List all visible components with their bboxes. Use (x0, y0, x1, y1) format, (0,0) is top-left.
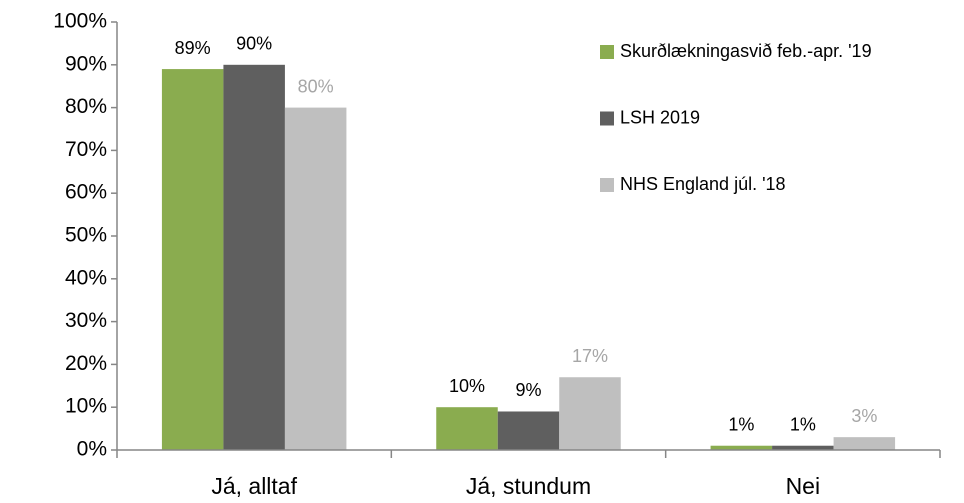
y-tick-label: 50% (65, 224, 107, 247)
value-label: 3% (851, 406, 877, 426)
value-label: 1% (728, 414, 754, 434)
legend-label: NHS England júl. '18 (620, 174, 786, 194)
value-label: 89% (175, 38, 211, 58)
legend-swatch (600, 178, 614, 192)
y-tick-label: 10% (65, 395, 107, 418)
y-tick-label: 20% (65, 352, 107, 375)
value-label: 10% (449, 376, 485, 396)
y-tick-label: 70% (65, 138, 107, 161)
value-label: 17% (572, 346, 608, 366)
y-tick-label: 40% (65, 266, 107, 289)
value-label: 1% (790, 414, 816, 434)
bar (161, 69, 224, 450)
y-tick-label: 60% (65, 181, 107, 204)
bar (497, 411, 560, 450)
value-label: 80% (298, 76, 334, 96)
value-label: 90% (236, 34, 272, 54)
bar (833, 437, 896, 450)
bar (772, 445, 834, 450)
bar (559, 377, 621, 450)
x-tick-label: Já, alltaf (211, 473, 297, 499)
bar (223, 64, 285, 451)
legend-swatch (600, 45, 614, 59)
bar (710, 445, 773, 450)
bar (436, 407, 498, 450)
legend-label: LSH 2019 (620, 107, 700, 127)
bar (284, 107, 347, 450)
x-tick-label: Já, stundum (466, 473, 591, 499)
x-tick-label: Nei (786, 473, 821, 499)
value-label: 9% (515, 380, 541, 400)
y-tick-label: 80% (65, 95, 107, 118)
legend-label: Skurðlækningasvið feb.-apr. '19 (620, 41, 872, 61)
y-tick-label: 90% (65, 52, 107, 75)
legend-swatch (600, 111, 614, 126)
y-tick-label: 0% (77, 438, 107, 461)
y-tick-label: 30% (65, 309, 107, 332)
y-tick-label: 100% (53, 10, 107, 33)
